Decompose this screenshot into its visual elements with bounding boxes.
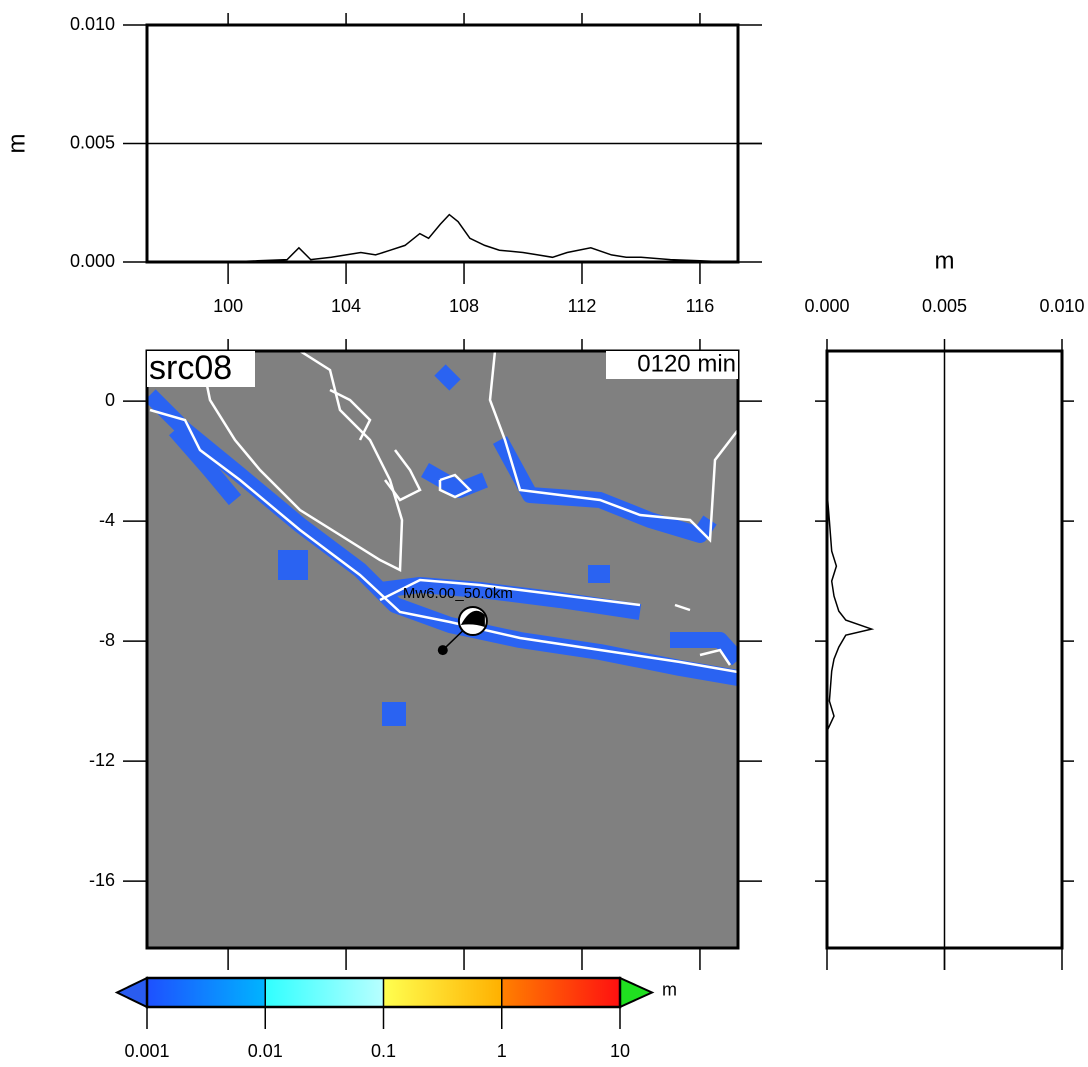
y-tick-label: -16 [89,870,115,890]
profile-line [826,491,875,732]
event-label: Mw6.00_50.0km [403,585,513,602]
colorbar-frame [145,976,622,1009]
over-triangle [619,976,655,1009]
x-tick-label: 116 [686,296,715,316]
coastlines [147,351,738,948]
title-box [147,351,255,387]
under-triangle [114,976,148,1009]
y-tick-label: -4 [99,510,115,530]
map-time: 0120 min [637,350,736,377]
plot-layer: 100 104 108 112 116 0.000 0.005 0.010 m 0 -4 -8 -12 -… [3,13,1085,1061]
y-tick-label: -8 [99,630,115,650]
profile-line [154,213,730,263]
coastline [149,351,738,674]
time-box [606,351,738,379]
panel-frame [145,23,740,264]
colorbar-tick-label: 10 [610,1041,630,1061]
x-tick-label: 108 [449,296,479,316]
y-tick-label: -12 [89,750,115,770]
panel-frame [145,349,740,950]
x-tick-label: 0.000 [804,296,849,316]
y-axis-label: m [3,134,30,154]
source-point [437,645,448,656]
colorbar-label: m [662,979,677,999]
y-tick-label: 0.005 [70,132,115,152]
colorbar-segment [147,978,266,1007]
colorbar-segment [501,978,620,1007]
x-tick-label: 112 [568,296,597,316]
colorbar-tick-label: 0.01 [248,1041,283,1061]
colorbar-tick-label: 0.001 [124,1041,169,1061]
colorbar-tick-label: 1 [497,1041,507,1061]
colorbar-segment [265,978,384,1007]
beachball-quadrant [460,610,485,627]
colorbar-segment [383,978,502,1007]
colorbar-tick-label: 0.1 [371,1041,396,1061]
x-axis-label: m [935,247,955,274]
y-tick-label: 0.010 [70,14,115,34]
panel-frame [825,349,1064,950]
x-tick-label: 104 [331,296,361,316]
x-tick-label: 0.010 [1039,296,1084,316]
x-tick-label: 100 [213,296,243,316]
y-tick-label: 0.000 [70,251,115,271]
x-tick-label: 0.005 [922,296,967,316]
map-title: src08 [149,349,232,387]
y-tick-label: 0 [105,390,115,410]
